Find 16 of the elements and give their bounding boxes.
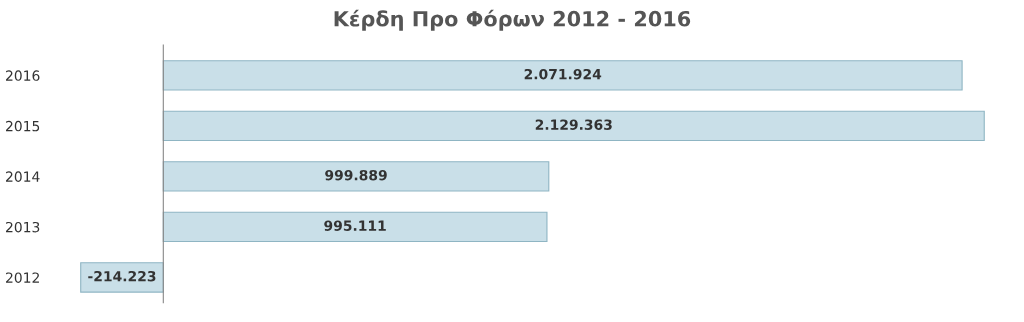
y-tick-label: 2014 — [6, 171, 40, 182]
chart-title: Κέρδη Προ Φόρων 2012 - 2016 — [334, 9, 691, 31]
data-label: 2.129.363 — [535, 119, 612, 130]
data-label: 2.071.924 — [524, 68, 602, 80]
y-tick-label: 2012 — [6, 272, 39, 283]
bar — [80, 262, 164, 293]
bar — [162, 110, 985, 142]
data-label: 995.111 — [324, 220, 386, 231]
y-tick-label: 2015 — [6, 120, 40, 132]
data-label: -214.223 — [88, 270, 156, 282]
bar — [162, 211, 548, 243]
bar — [162, 60, 963, 91]
data-label: 999.889 — [325, 169, 387, 181]
y-tick-label: 2016 — [6, 70, 40, 81]
y-tick-label: 2013 — [6, 221, 40, 233]
bar — [162, 161, 550, 192]
